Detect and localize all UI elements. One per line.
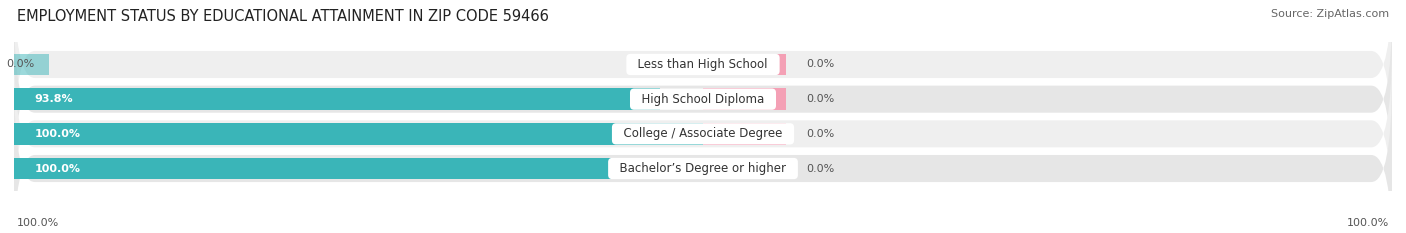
Bar: [703, 123, 786, 145]
Text: EMPLOYMENT STATUS BY EDUCATIONAL ATTAINMENT IN ZIP CODE 59466: EMPLOYMENT STATUS BY EDUCATIONAL ATTAINM…: [17, 9, 548, 24]
Bar: [14, 158, 703, 179]
Text: 100.0%: 100.0%: [17, 218, 59, 228]
FancyBboxPatch shape: [14, 0, 1392, 155]
Text: 0.0%: 0.0%: [7, 59, 35, 69]
Text: 100.0%: 100.0%: [35, 164, 80, 174]
Text: College / Associate Degree: College / Associate Degree: [616, 127, 790, 140]
Text: Bachelor’s Degree or higher: Bachelor’s Degree or higher: [612, 162, 794, 175]
Bar: [14, 123, 703, 145]
FancyBboxPatch shape: [14, 78, 1392, 233]
Text: 0.0%: 0.0%: [807, 94, 835, 104]
FancyBboxPatch shape: [14, 43, 1392, 224]
Text: 93.8%: 93.8%: [35, 94, 73, 104]
Bar: [14, 88, 661, 110]
Text: Source: ZipAtlas.com: Source: ZipAtlas.com: [1271, 9, 1389, 19]
Bar: [703, 158, 786, 179]
Text: High School Diploma: High School Diploma: [634, 93, 772, 106]
Bar: [14, 54, 48, 75]
Text: 0.0%: 0.0%: [807, 129, 835, 139]
Bar: [703, 88, 786, 110]
FancyBboxPatch shape: [14, 9, 1392, 190]
Bar: [703, 54, 786, 75]
Text: 100.0%: 100.0%: [1347, 218, 1389, 228]
Text: Less than High School: Less than High School: [630, 58, 776, 71]
Text: 100.0%: 100.0%: [35, 129, 80, 139]
Text: 0.0%: 0.0%: [807, 59, 835, 69]
Text: 0.0%: 0.0%: [807, 164, 835, 174]
